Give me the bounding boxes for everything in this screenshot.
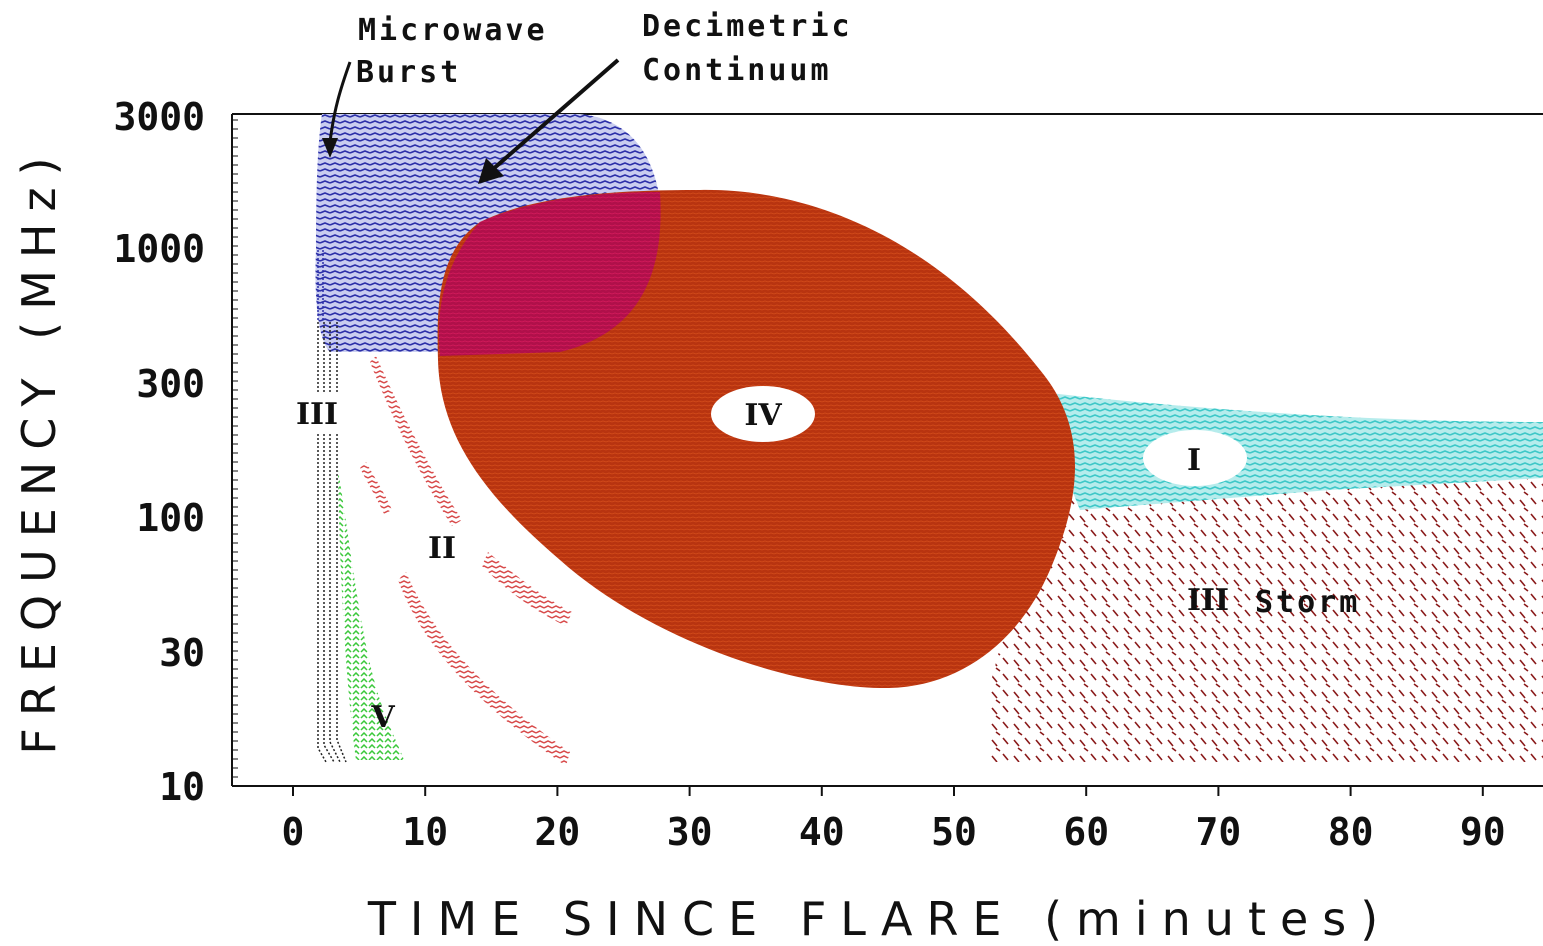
overlap-region (438, 192, 661, 356)
type-ii-bursts (360, 356, 572, 766)
x-axis-title: TIME SINCE FLARE (minutes) (367, 892, 1392, 942)
type-i-label: I (1187, 443, 1201, 478)
type-i-label-bubble (1143, 430, 1247, 486)
y-minor-ticks (232, 119, 238, 778)
type-v-label: V (370, 700, 395, 735)
y-tick-30: 30 (159, 631, 205, 675)
type-iii-bursts (317, 250, 347, 763)
microwave-arrow (322, 61, 352, 158)
x-tick-label: 40 (799, 810, 845, 854)
x-tick-label: 30 (667, 810, 713, 854)
x-tick-label: 10 (402, 810, 448, 854)
type-iv-label-bubble (711, 386, 815, 442)
microwave-label-line2: Burst (356, 55, 461, 90)
type-iii-label-mask (306, 394, 340, 434)
type-ii-label: II (428, 531, 456, 566)
type-iii-label: III (296, 397, 338, 432)
y-tick-100: 100 (136, 496, 205, 540)
x-tick-label: 50 (931, 810, 977, 854)
type-iii-storm-region (986, 478, 1543, 762)
x-tick-label: 80 (1328, 810, 1374, 854)
type-iii-storm-mark: III (1187, 583, 1229, 618)
type-iii-storm-word: Storm (1255, 585, 1360, 620)
type-iv-label: IV (744, 398, 782, 433)
y-tick-300: 300 (136, 362, 205, 406)
y-tick-10: 10 (159, 765, 205, 809)
x-tick-label: 60 (1063, 810, 1109, 854)
x-tick-label: 0 (282, 810, 305, 854)
decimetric-label-line1: Decimetric (642, 9, 853, 44)
x-tick-labels: 0 10 20 30 40 50 60 70 80 90 (282, 786, 1506, 854)
decimetric-label-line2: Continuum (642, 53, 832, 88)
x-tick-label: 20 (535, 810, 581, 854)
x-tick-label: 70 (1196, 810, 1242, 854)
microwave-label-line1: Microwave (358, 13, 548, 48)
y-tick-1000: 1000 (113, 227, 205, 271)
y-axis-title: FREQUENCY (MHz) (12, 145, 66, 754)
decimetric-arrow (478, 58, 620, 184)
type-v-region (338, 470, 404, 760)
x-tick-label: 90 (1460, 810, 1506, 854)
y-tick-3000: 3000 (113, 95, 205, 139)
